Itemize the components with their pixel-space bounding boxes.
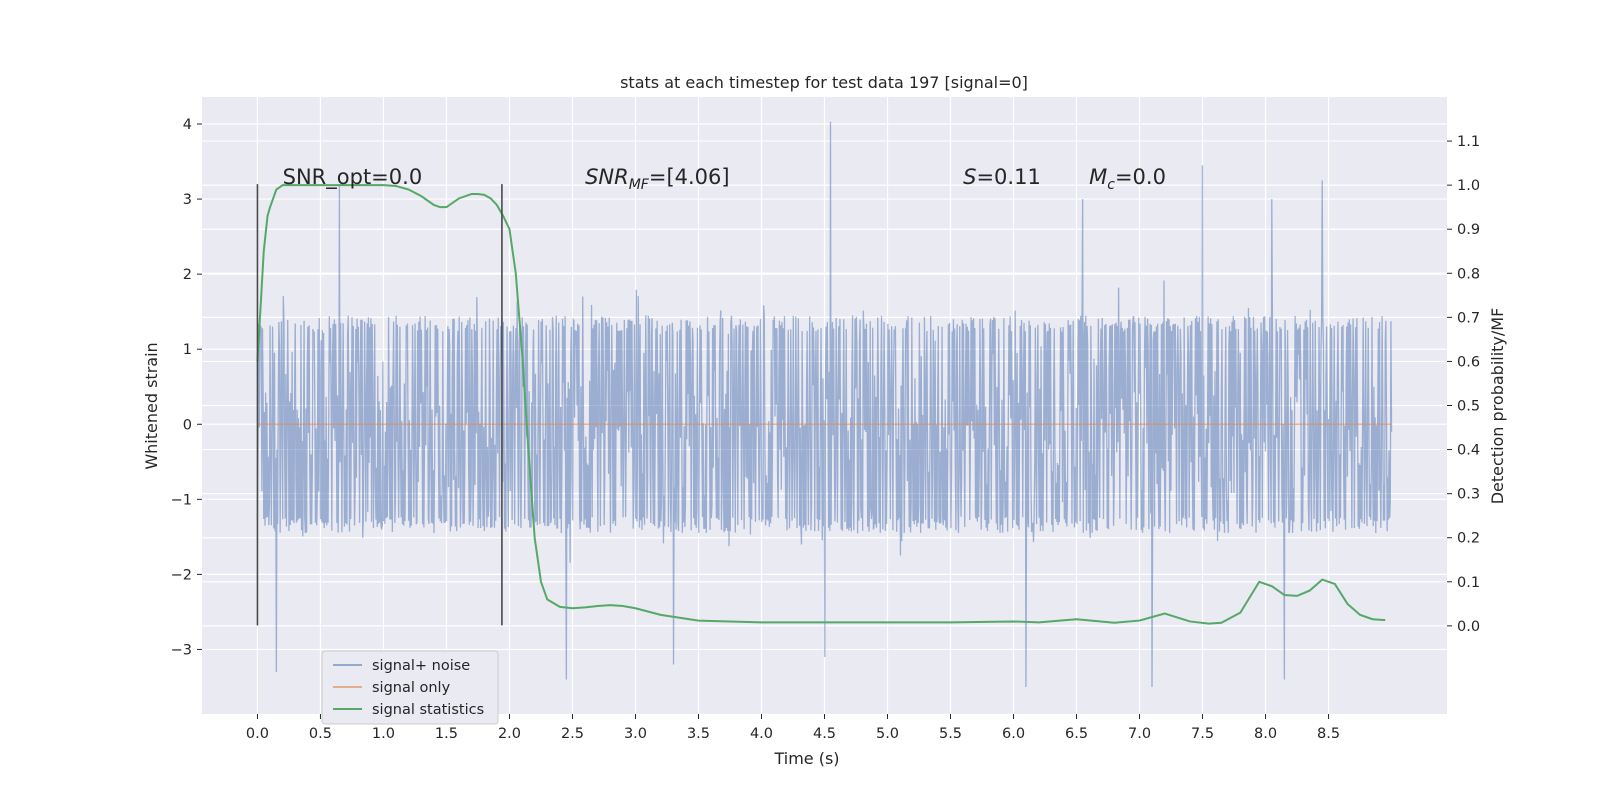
x-tick-label: 3.0 xyxy=(624,726,647,742)
x-tick-label: 7.5 xyxy=(1191,726,1214,742)
x-tick-label: 2.0 xyxy=(498,726,521,742)
x-tick-label: 2.5 xyxy=(561,726,584,742)
y-right-tick-label: 0.1 xyxy=(1457,575,1480,591)
x-tick-label: 1.5 xyxy=(435,726,458,742)
y-left-tick-label: 1 xyxy=(183,342,192,358)
y-right-tick-label: 0.8 xyxy=(1457,266,1480,282)
x-tick-label: 4.0 xyxy=(750,726,773,742)
x-tick-label: 5.5 xyxy=(939,726,962,742)
y-right-axis-ticks: 1.1 1.0 0.9 0.8 0.7 0.6 0.5 0.4 0.3 0.2 0.1 0.0 xyxy=(1447,134,1480,635)
series-signal-noise-line xyxy=(256,121,1393,687)
y-left-tick-label: 3 xyxy=(183,192,192,208)
chart-title: stats at each timestep for test data 197… xyxy=(620,73,1028,92)
x-tick-label: 6.0 xyxy=(1002,726,1025,742)
y-right-tick-label: 0.3 xyxy=(1457,487,1480,503)
annotation-2: S=0.11 xyxy=(963,165,1041,189)
legend-label-signal-noise: signal+ noise xyxy=(372,658,470,674)
annotation-3: Mc=0.0 xyxy=(1089,165,1166,193)
y-right-tick-label: 0.6 xyxy=(1457,354,1480,370)
legend-label-signal-statistics: signal statistics xyxy=(372,702,484,718)
y-left-tick-label: −2 xyxy=(171,567,192,583)
series-signal-statistics-line xyxy=(256,184,1386,625)
annotation-1: SNRMF=[4.06] xyxy=(585,165,730,193)
x-tick-label: 6.5 xyxy=(1065,726,1088,742)
y-left-tick-label: 2 xyxy=(183,267,192,283)
x-tick-label: 7.0 xyxy=(1128,726,1151,742)
y-left-axis-ticks: 4 3 2 1 0 −1 −2 −3 xyxy=(171,117,202,658)
x-axis-ticks: 0.0 0.5 1.0 1.5 2.0 2.5 3.0 3.5 4.0 4.5 5.0 5.5 6.0 6… xyxy=(246,714,1340,742)
legend-label-signal-only: signal only xyxy=(372,680,451,696)
x-tick-label: 4.5 xyxy=(813,726,836,742)
y-left-tick-label: −3 xyxy=(171,642,192,658)
x-tick-label: 3.5 xyxy=(687,726,710,742)
y-right-tick-label: 1.1 xyxy=(1457,134,1480,150)
annotations: SNR_opt=0.0 SNRMF=[4.06] S=0.11 Mc=0.0 xyxy=(283,165,1166,193)
y-right-tick-label: 1.0 xyxy=(1457,178,1480,194)
window-markers xyxy=(256,184,503,626)
y-right-tick-label: 0.5 xyxy=(1457,399,1480,415)
x-tick-label: 0.5 xyxy=(309,726,332,742)
x-tick-label: 1.0 xyxy=(372,726,395,742)
y-right-tick-label: 0.0 xyxy=(1457,619,1480,635)
x-axis-label: Time (s) xyxy=(773,749,839,768)
x-tick-label: 8.0 xyxy=(1254,726,1277,742)
legend-box xyxy=(321,650,499,725)
y-left-axis-label: Whitened strain xyxy=(142,342,161,469)
y-right-tick-label: 0.9 xyxy=(1457,222,1480,238)
x-tick-label: 8.5 xyxy=(1317,726,1340,742)
plot-data xyxy=(256,121,1393,687)
y-left-tick-label: 0 xyxy=(183,417,192,433)
y-right-tick-label: 0.7 xyxy=(1457,310,1480,326)
y-right-tick-label: 0.4 xyxy=(1457,443,1480,459)
y-left-tick-label: 4 xyxy=(183,117,192,133)
y-right-axis-label: Detection probability/MF xyxy=(1488,308,1507,505)
y-left-tick-label: −1 xyxy=(171,492,192,508)
x-tick-label: 0.0 xyxy=(246,726,269,742)
x-tick-label: 5.0 xyxy=(876,726,899,742)
y-right-tick-label: 0.2 xyxy=(1457,531,1480,547)
legend: signal+ noise signal only signal statist… xyxy=(321,650,499,725)
annotation-0: SNR_opt=0.0 xyxy=(283,165,423,190)
